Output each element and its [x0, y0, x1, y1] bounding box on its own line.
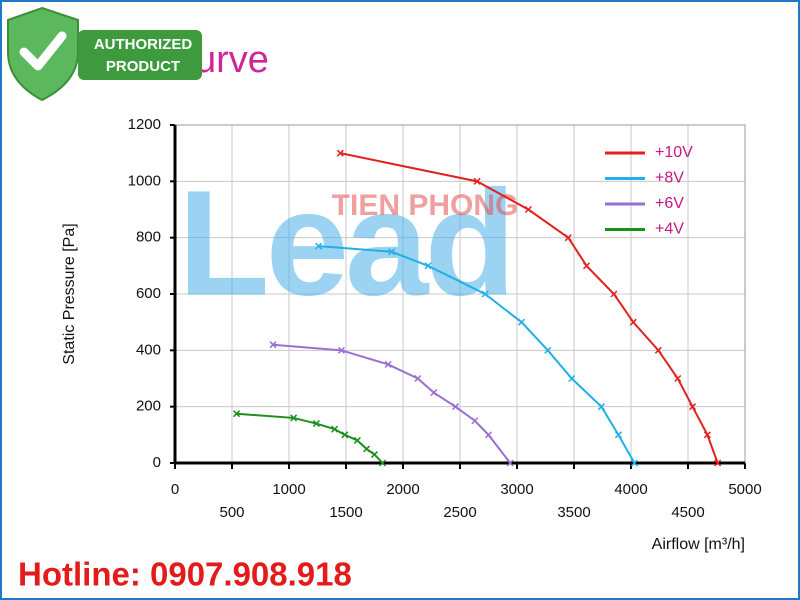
x-tick-label: 2500 — [443, 504, 476, 521]
data-point — [481, 290, 489, 298]
x-tick-label: 1000 — [272, 481, 305, 498]
data-point — [506, 459, 514, 467]
data-point — [614, 431, 622, 439]
data-point — [451, 403, 459, 411]
data-point — [290, 414, 298, 422]
hotline: Hotline: 0907.908.918 — [18, 556, 352, 593]
data-point — [674, 374, 682, 383]
data-point — [370, 451, 379, 459]
series-line — [318, 245, 636, 464]
x-tick-label: 3500 — [557, 504, 590, 521]
y-tick-label: 1000 — [128, 172, 161, 189]
data-point — [414, 374, 422, 383]
data-point — [524, 205, 532, 214]
data-point — [353, 436, 361, 444]
y-tick-label: 600 — [136, 285, 161, 302]
data-point — [384, 360, 392, 368]
legend-label: +4V — [655, 221, 684, 238]
x-tick-label: 2000 — [386, 481, 419, 498]
legend-label: +6V — [655, 195, 684, 212]
badge-text: AUTHORIZED — [94, 36, 192, 53]
y-tick-label: 200 — [136, 398, 161, 415]
data-point — [630, 459, 638, 467]
data-point — [703, 431, 711, 439]
x-tick-label: 1500 — [329, 504, 362, 521]
y-tick-label: 0 — [153, 454, 161, 471]
y-tick-label: 800 — [136, 229, 161, 246]
data-point — [312, 420, 320, 428]
data-point — [337, 346, 345, 354]
data-point — [629, 318, 637, 326]
authorized-badge: AUTHORIZED PRODUCT — [7, 6, 202, 102]
data-point — [484, 431, 493, 439]
y-axis-title: Static Pressure [Pa] — [61, 223, 78, 364]
data-point — [315, 242, 323, 250]
data-point — [430, 389, 438, 397]
data-point — [424, 262, 432, 270]
check-icon — [19, 31, 67, 71]
data-point — [564, 234, 572, 242]
legend-label: +10V — [655, 144, 693, 161]
chart-title: urve — [195, 39, 269, 81]
x-tick-label: 4000 — [614, 481, 647, 498]
legend-label: +8V — [655, 170, 684, 187]
data-point — [654, 346, 662, 354]
data-point — [583, 262, 591, 270]
x-tick-label: 3000 — [500, 481, 533, 498]
data-point — [233, 410, 241, 418]
data-point — [331, 425, 339, 433]
data-point — [714, 459, 722, 467]
watermark-logo: Lead — [178, 159, 512, 327]
x-tick-label: 0 — [171, 481, 179, 498]
y-tick-label: 1200 — [128, 116, 161, 133]
data-point — [518, 318, 526, 326]
data-point — [388, 248, 396, 256]
x-tick-label: 500 — [219, 504, 244, 521]
x-axis-title: Airflow [m³/h] — [652, 536, 745, 553]
data-point — [597, 403, 605, 411]
data-point — [341, 431, 349, 439]
badge-text: PRODUCT — [106, 58, 180, 75]
data-point — [610, 290, 618, 298]
data-point — [378, 459, 387, 467]
x-tick-label: 5000 — [728, 481, 761, 498]
data-point — [568, 374, 576, 383]
data-point — [471, 417, 479, 425]
data-point — [544, 346, 552, 354]
badge-label — [78, 30, 202, 80]
data-point — [269, 341, 277, 349]
x-tick-label: 4500 — [671, 504, 704, 521]
series-line — [340, 152, 719, 464]
y-tick-label: 400 — [136, 341, 161, 358]
data-point — [336, 149, 344, 157]
data-point — [689, 403, 697, 411]
data-point — [362, 445, 371, 453]
data-point — [473, 177, 481, 185]
watermark-brand: TIEN PHONG — [332, 189, 519, 222]
